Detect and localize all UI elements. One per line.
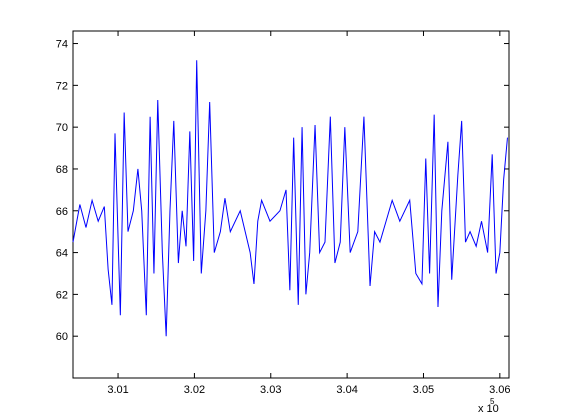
y-tick-label: 74 [56,39,68,51]
x-multiplier: x 10 [478,403,499,415]
y-tick-label: 72 [56,80,68,92]
x-exponent: 5 [490,397,495,406]
y-tick-label: 66 [56,206,68,218]
x-tick-label: 3.05 [413,384,434,396]
x-tick-label: 3.06 [489,384,510,396]
y-tick-label: 68 [56,164,68,176]
y-tick-label: 70 [56,122,68,134]
plot-box [72,30,510,379]
y-tick-label: 62 [56,289,68,301]
x-tick-label: 3.03 [260,384,281,396]
y-tick-label: 60 [56,331,68,343]
x-tick-label: 3.04 [336,384,357,396]
y-tick-label: 64 [56,248,68,260]
data-line [72,60,508,337]
x-tick-label: 3.01 [107,384,128,396]
x-tick-label: 3.02 [184,384,205,396]
